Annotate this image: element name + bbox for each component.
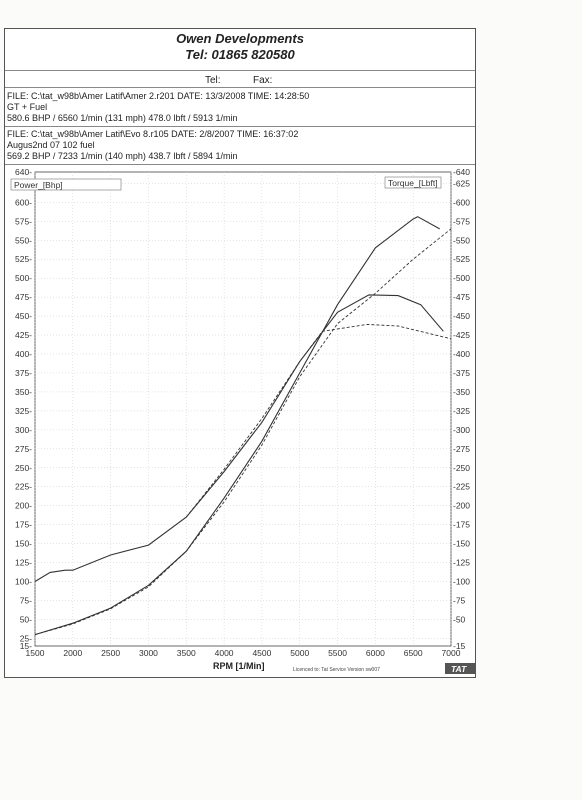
run-info-2: FILE: C:\tat_w98b\Amer Latif\Evo 8.r105 … — [5, 129, 475, 165]
x-tick-label: 2000 — [63, 648, 82, 658]
run-desc: GT + Fuel — [7, 102, 48, 112]
left-tick-label: 575- — [15, 216, 32, 226]
tel-fax-row: Tel: Fax: — [5, 74, 475, 88]
dyno-chart: 15-25- 50- 75- 100- 125- 150- 175- 200- 225- 250-… — [10, 167, 475, 674]
left-tick-label: 400- — [15, 349, 32, 359]
x-tick-label: 1500 — [26, 648, 45, 658]
left-tick-label: 175- — [15, 520, 32, 530]
left-tick-label: 15- — [20, 641, 32, 651]
left-tick-label: 475- — [15, 292, 32, 302]
company-phone: Tel: 01865 820580 — [185, 47, 295, 62]
x-axis-title: RPM [1/Min] — [213, 661, 265, 671]
chart-series — [34, 216, 452, 636]
left-tick-label: 550- — [15, 235, 32, 245]
right-tick-label: -225 — [453, 482, 470, 492]
brand-text: TAT — [451, 664, 467, 674]
run-peaks: 569.2 BHP / 7233 1/min (140 mph) 438.7 l… — [7, 151, 238, 161]
tel-label: Tel: — [205, 75, 221, 86]
left-tick-label: 500- — [15, 273, 32, 283]
left-tick-label: 300- — [15, 425, 32, 435]
licence-text: Licenced to: Tat Service Version sw007 — [293, 667, 380, 673]
right-tick-label: -275 — [453, 444, 470, 454]
right-axis-label: Torque_[Lbft] — [388, 178, 438, 188]
right-tick-label: -450 — [453, 311, 470, 321]
left-tick-label: 200- — [15, 501, 32, 511]
left-tick-label: 275- — [15, 444, 32, 454]
left-tick-label: 325- — [15, 406, 32, 416]
run-peaks: 580.6 BHP / 6560 1/min (131 mph) 478.0 l… — [7, 113, 238, 123]
x-tick-label: 2500 — [101, 648, 120, 658]
letterhead: Owen Developments Tel: 01865 820580 — [5, 29, 475, 71]
x-tick-label: 3500 — [177, 648, 196, 658]
right-tick-label: -550 — [453, 235, 470, 245]
power-series-line — [34, 216, 440, 636]
x-axis-ticks: 1500 2000 2500 3000 3500 4000 4500 5000 5500 6000… — [26, 648, 461, 658]
left-tick-label: 350- — [15, 387, 32, 397]
left-tick-label: 250- — [15, 463, 32, 473]
dyno-sheet: Owen Developments Tel: 01865 820580 Tel:… — [4, 28, 476, 678]
right-tick-label: -250 — [453, 463, 470, 473]
right-tick-label: -175 — [453, 520, 470, 530]
left-axis-ticks: 15-25- 50- 75- 100- 125- 150- 175- 200- 225- 250-… — [15, 167, 32, 651]
left-tick-label: 100- — [15, 577, 32, 587]
plot-area — [34, 171, 452, 647]
right-tick-label: -400 — [453, 349, 470, 359]
left-tick-label: 50- — [20, 614, 32, 624]
power-series-line — [34, 228, 452, 636]
right-tick-label: -150 — [453, 539, 470, 549]
run-info-1: FILE: C:\tat_w98b\Amer Latif\Amer 2.r201… — [5, 91, 475, 127]
right-tick-label: -525 — [453, 254, 470, 264]
right-tick-label: -425 — [453, 330, 470, 340]
left-tick-label: 375- — [15, 368, 32, 378]
left-tick-label: 25- — [20, 633, 32, 643]
right-tick-label: -100 — [453, 577, 470, 587]
left-axis-label: Power_[Bhp] — [14, 180, 63, 190]
right-tick-label: -375 — [453, 368, 470, 378]
run-desc: Augus2nd 07 102 fuel — [7, 140, 95, 150]
x-tick-label: 5500 — [328, 648, 347, 658]
left-tick-label: 450- — [15, 311, 32, 321]
left-tick-label: 525- — [15, 254, 32, 264]
run-file: FILE: C:\tat_w98b\Amer Latif\Evo 8.r105 … — [7, 129, 299, 139]
left-tick-label: 125- — [15, 558, 32, 568]
right-axis-label-box — [384, 176, 442, 189]
left-tick-label: 150- — [15, 539, 32, 549]
x-tick-label: 7000 — [442, 648, 461, 658]
right-tick-label: -600 — [453, 197, 470, 207]
x-tick-label: 3000 — [139, 648, 158, 658]
left-tick-label: 640- — [15, 167, 32, 177]
torque-series-line — [185, 323, 452, 518]
fax-label: Fax: — [253, 75, 273, 86]
left-tick-label: 225- — [15, 482, 32, 492]
chart-grid — [34, 171, 452, 647]
right-tick-label: -300 — [453, 425, 470, 435]
left-tick-label: 425- — [15, 330, 32, 340]
torque-series-line — [34, 294, 444, 582]
right-tick-label: -200 — [453, 501, 470, 511]
right-tick-label: -50 — [453, 614, 466, 624]
right-tick-label: -500 — [453, 273, 470, 283]
right-tick-label: -125 — [453, 558, 470, 568]
left-tick-label: 600- — [15, 197, 32, 207]
company-name: Owen Developments — [176, 31, 304, 46]
right-tick-label: -15 — [453, 641, 466, 651]
right-tick-label: -75 — [453, 595, 466, 605]
right-tick-label: -350 — [453, 387, 470, 397]
right-tick-label: -575 — [453, 216, 470, 226]
right-tick-label: -325 — [453, 406, 470, 416]
x-tick-label: 6500 — [404, 648, 423, 658]
right-tick-label: -625 — [453, 178, 470, 188]
x-tick-label: 4500 — [252, 648, 271, 658]
x-tick-label: 6000 — [366, 648, 385, 658]
x-tick-label: 5000 — [290, 648, 309, 658]
run-file: FILE: C:\tat_w98b\Amer Latif\Amer 2.r201… — [7, 91, 310, 101]
right-tick-label: -640 — [453, 167, 470, 177]
x-tick-label: 4000 — [215, 648, 234, 658]
brand-badge — [445, 663, 475, 674]
left-axis-label-box — [10, 178, 122, 191]
left-tick-label: 75- — [20, 595, 32, 605]
right-tick-label: -475 — [453, 292, 470, 302]
right-axis-ticks: -15 -50 -75 -100 -125 -150 -175 -200 -225 -250 -27… — [453, 167, 470, 651]
